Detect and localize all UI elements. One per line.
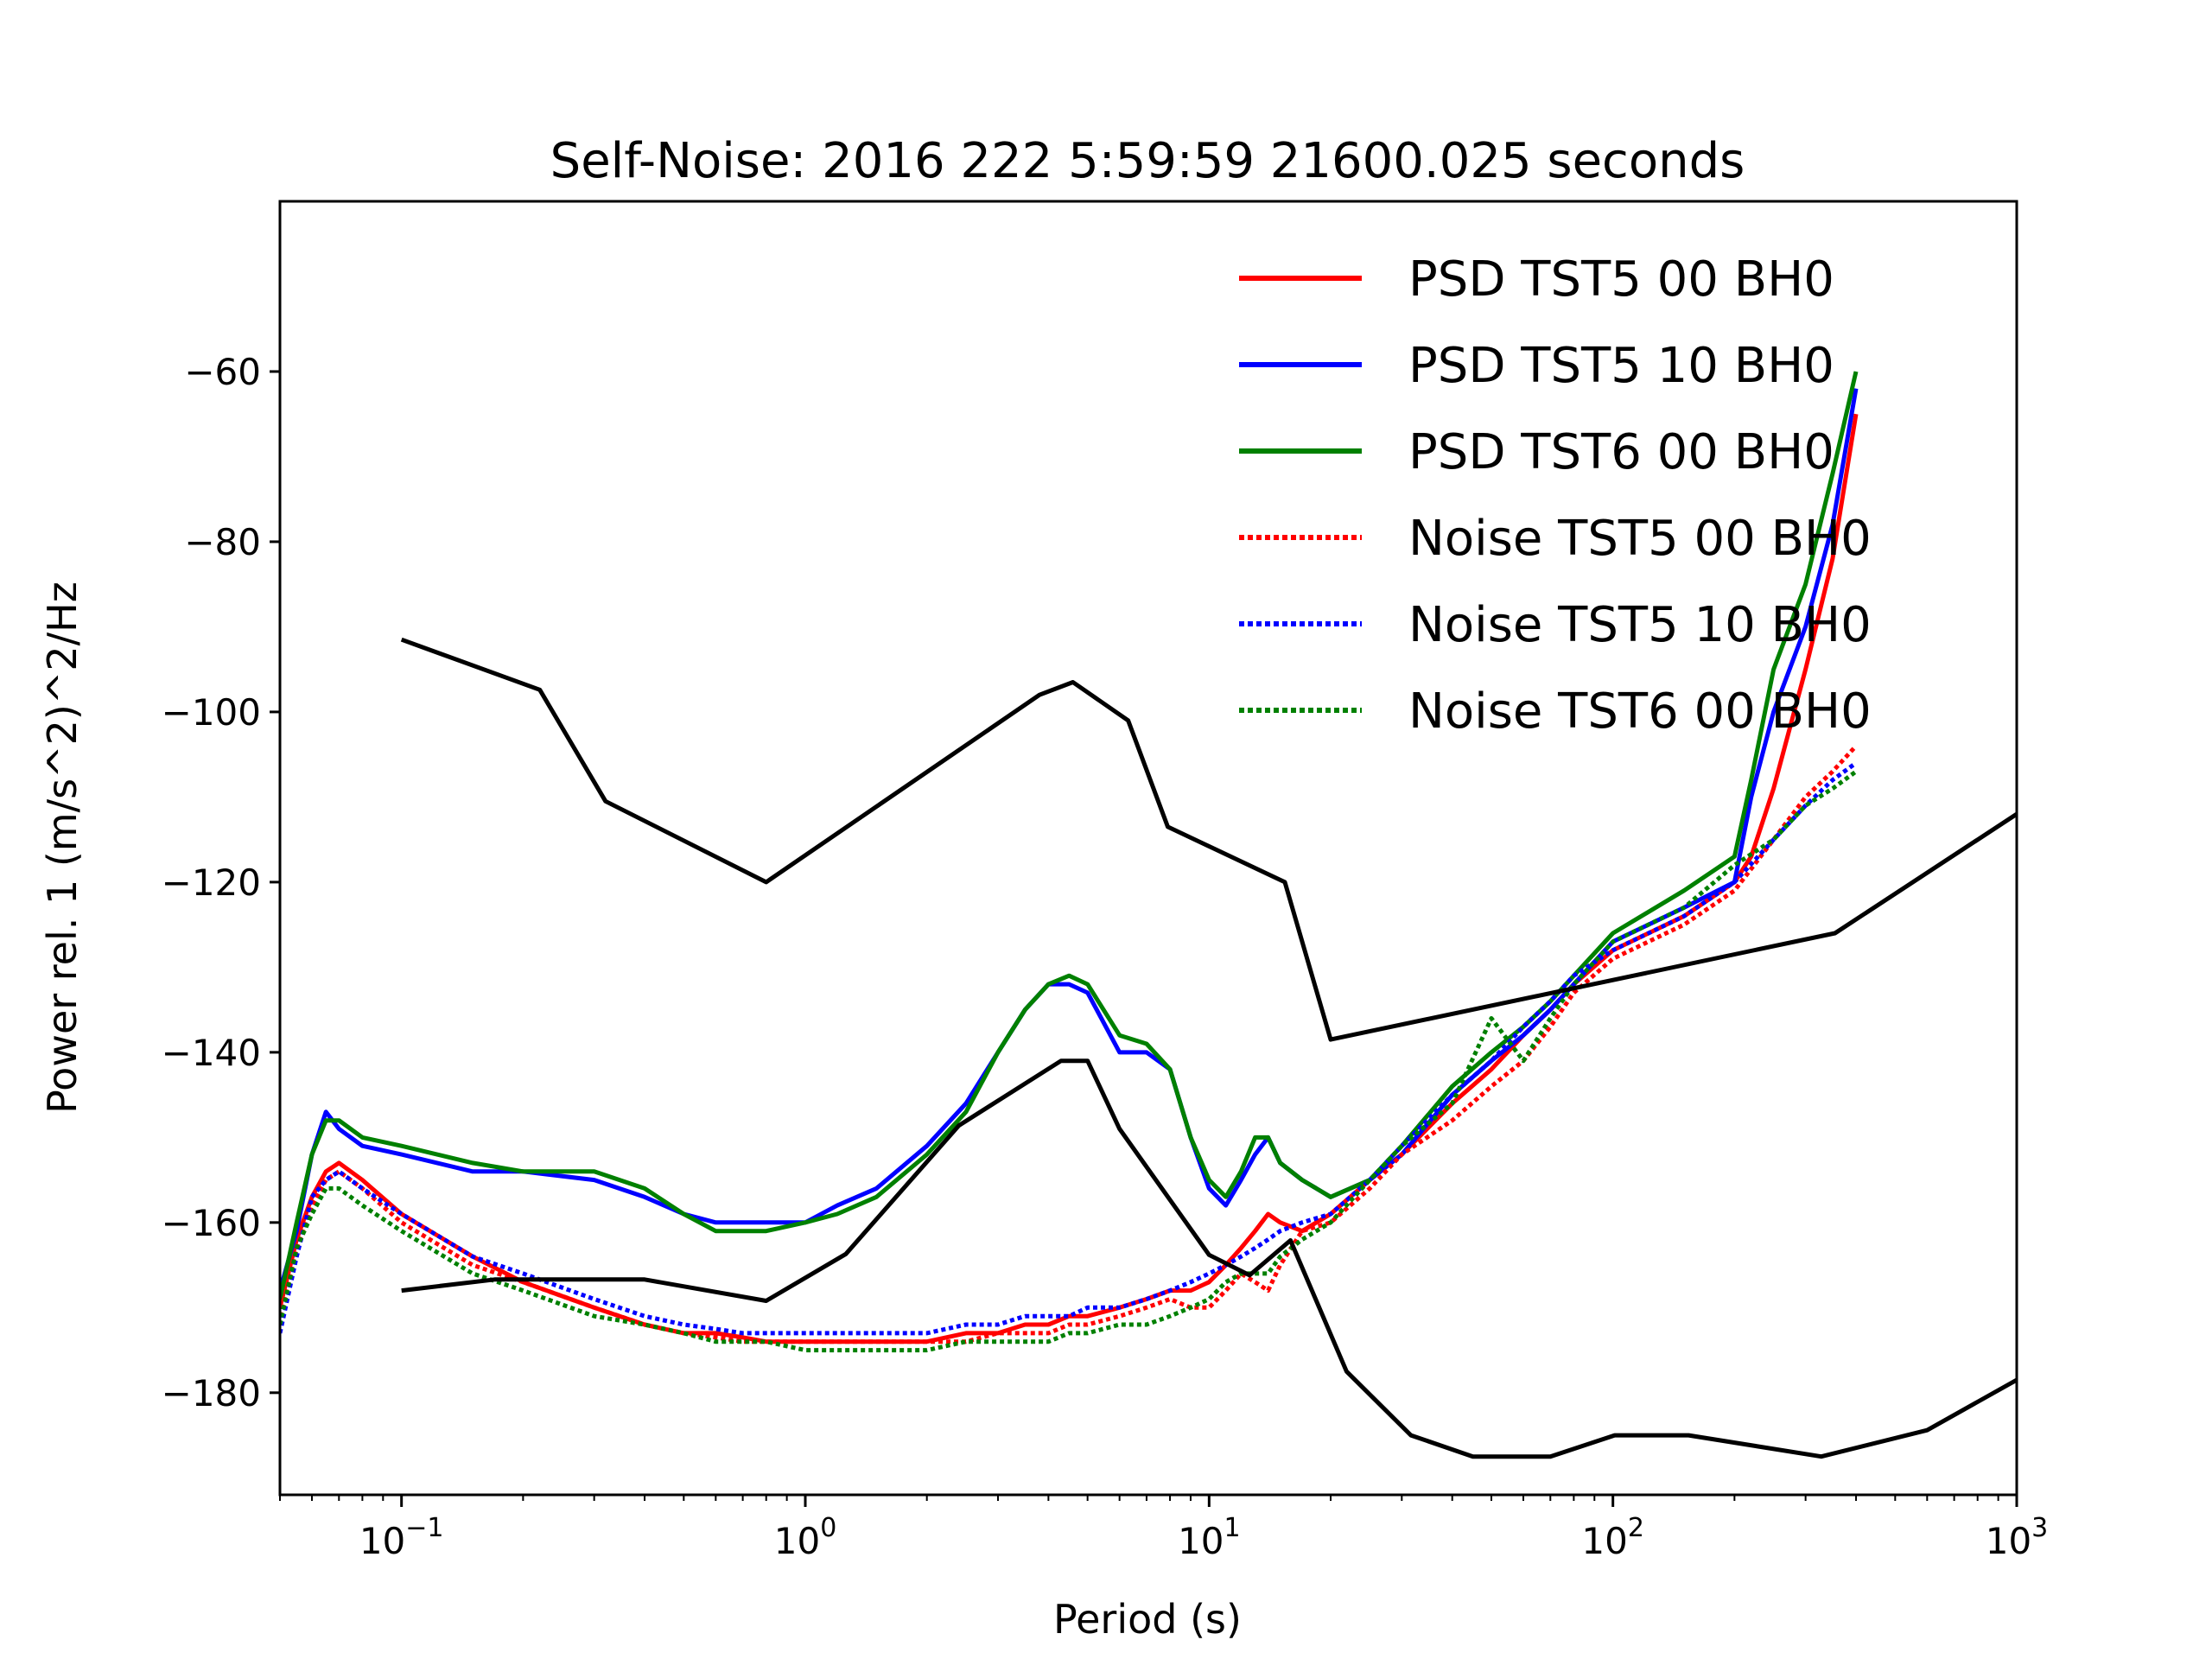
x-tick-base: 10 [1178,1520,1224,1562]
y-tick-label: −180 [162,1372,261,1414]
legend-label: Noise TST6 00 BH0 [1408,683,1872,740]
x-tick-exponent: 3 [2031,1513,2048,1543]
x-tick-label: 101 [1178,1513,1241,1562]
x-tick-base: 10 [774,1520,820,1562]
legend-label: Noise TST5 10 BH0 [1408,597,1872,653]
plot-frame [278,200,2018,1497]
x-tick-exponent: −1 [405,1513,443,1543]
series-layer [280,371,2017,1459]
y-tick-label: −100 [162,691,261,734]
chart-title: Self-Noise: 2016 222 5:59:59 21600.025 s… [550,133,1745,189]
y-tick-label: −80 [184,521,261,563]
x-axis-label: Period (s) [1053,1596,1242,1643]
legend-label: PSD TST5 10 BH0 [1408,338,1834,394]
y-tick-label: −140 [162,1032,261,1074]
y-axis-label: Power rel. 1 (m/s^2)^2/Hz [39,582,86,1114]
y-tick-label: −120 [162,861,261,904]
legend-label: PSD TST5 00 BH0 [1408,251,1834,308]
legend-label: Noise TST5 00 BH0 [1408,511,1872,567]
x-tick-label: 103 [1986,1513,2049,1562]
x-tick-base: 10 [1986,1520,2031,1562]
x-tick-label: 100 [774,1513,837,1562]
series-line-8 [401,1058,2017,1459]
x-axis: 10−1 100 101 102 103 [279,1495,2049,1562]
y-tick-label: −60 [184,351,261,393]
x-tick-base: 10 [1581,1520,1627,1562]
series-line-7 [400,637,2017,1042]
x-tick-exponent: 1 [1224,1513,1241,1543]
x-tick-exponent: 2 [1628,1513,1644,1543]
y-axis: −60 −80 −100 −120 −140 −160 −180 [162,351,280,1414]
y-tick-label: −160 [162,1202,261,1244]
x-tick-label: 10−1 [359,1513,444,1562]
legend-label: PSD TST6 00 BH0 [1408,424,1834,480]
series-line-3 [280,371,1859,1300]
x-tick-exponent: 0 [820,1513,836,1543]
series-line-6 [280,769,1858,1353]
x-tick-label: 102 [1581,1513,1644,1562]
series-line-2 [280,388,1859,1292]
legend: PSD TST5 00 BH0 PSD TST5 10 BH0 PSD TST6 0… [1239,251,1872,740]
x-tick-base: 10 [359,1520,405,1562]
series-line-5 [280,760,1858,1336]
